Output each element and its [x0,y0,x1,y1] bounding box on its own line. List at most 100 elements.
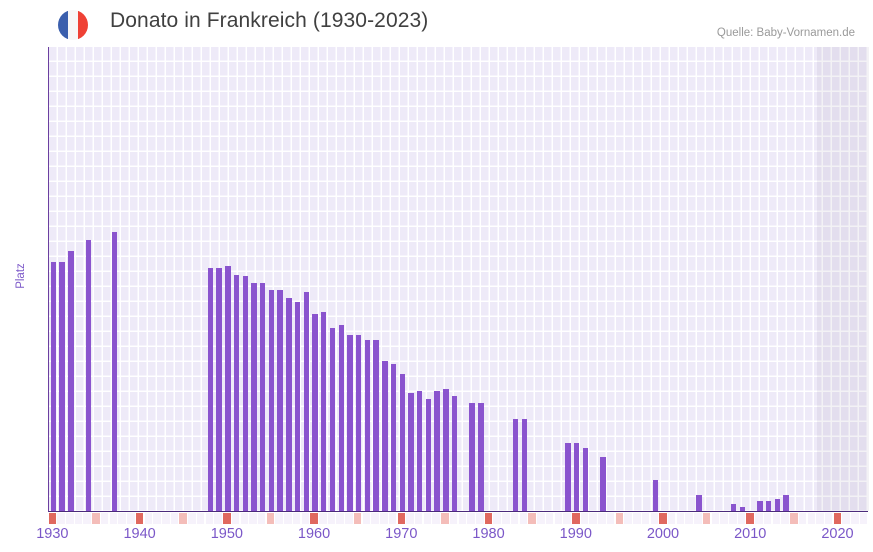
heat-cell [563,513,571,524]
heat-cell [659,513,667,524]
heat-cell [772,513,781,524]
heat-cell [231,513,240,524]
heat-cell [484,513,493,524]
x-tick-label: 1960 [297,526,331,542]
heat-cell [327,513,336,524]
bar [521,419,528,511]
bar [329,328,336,511]
heat-cell [144,513,153,524]
bar [417,391,423,511]
heat-cell [537,513,545,524]
plot-area: 1 5023 [48,47,869,512]
bar [294,302,301,511]
x-tick-label: 2020 [821,526,854,542]
heat-cell [188,513,196,524]
heat-cell [633,513,641,524]
france-flag-icon [58,10,88,40]
heat-cell [336,513,344,524]
heat-cell [266,513,275,524]
bar [364,340,371,511]
bar [268,290,275,511]
heat-cell [458,513,467,524]
heat-cell [292,513,301,524]
heat-cell [755,513,763,524]
bar [225,266,231,511]
x-tick-label: 2010 [734,526,767,542]
x-tick-label: 1980 [472,526,505,542]
heat-cell [606,513,615,524]
heat-cell [170,513,179,524]
heat-cell [519,513,528,524]
bar [696,494,702,511]
heat-cell [109,513,118,524]
heat-cell [781,513,789,524]
bar [50,261,57,511]
bar [469,403,475,511]
heat-cell [554,513,563,524]
bar [765,500,772,511]
heat-cell [179,513,187,524]
heat-cell [720,513,728,524]
heat-cell [414,513,423,524]
bar [731,504,737,511]
heat-cell [214,513,222,524]
heat-cell [476,513,484,524]
bar [582,447,589,511]
heat-cell [816,513,824,524]
heat-cell [380,513,388,524]
heat-cell [729,513,737,524]
bar [312,314,318,511]
heat-cell [284,513,292,524]
heat-cell [48,513,57,524]
heat-cell [528,513,536,524]
heat-cell [353,513,362,524]
bar [216,268,222,511]
heat-cell [676,513,685,524]
bar [783,494,789,511]
flag-stripe-white [68,10,78,40]
bar [286,297,292,511]
heat-cell [502,513,510,524]
bar-series [49,47,868,511]
heat-cell [83,513,91,524]
bar [451,395,458,511]
chart-header: Donato in Frankreich (1930-2023) Quelle:… [0,0,873,47]
heat-cell [310,513,318,524]
bar [390,364,397,511]
heat-cell [624,513,632,524]
bar [565,443,571,511]
bar [399,373,405,511]
bar [574,443,580,511]
heat-cell [301,513,310,524]
heat-cell [598,513,606,524]
bar [338,324,344,511]
bar [382,360,388,511]
bar [739,507,746,511]
heat-cell [737,513,746,524]
bar [443,389,449,511]
heat-cell [362,513,371,524]
flag-stripe-red [78,10,88,40]
heat-cell [153,513,161,524]
heat-cell [57,513,65,524]
heat-cell [371,513,379,524]
source-attribution: Quelle: Baby-Vornamen.de [716,27,855,39]
x-tick-label: 1970 [385,526,418,542]
heat-cell [249,513,257,524]
heat-cell [275,513,283,524]
heat-cell [135,513,144,524]
heat-cell [798,513,807,524]
x-tick-label: 1930 [36,526,69,542]
y-axis-title: Platz [14,263,27,289]
heat-cell [790,513,798,524]
heat-cell [397,513,406,524]
bar [425,398,432,511]
x-tick-label: 1950 [210,526,243,542]
bar [111,232,118,511]
x-axis-ticks: 1930 1940 1950 1960 1970 1980 1990 2000 2010 2020 [36,526,868,548]
heat-cell [467,513,475,524]
heat-cell [685,513,693,524]
bar [355,334,362,511]
heat-cell [92,513,100,524]
